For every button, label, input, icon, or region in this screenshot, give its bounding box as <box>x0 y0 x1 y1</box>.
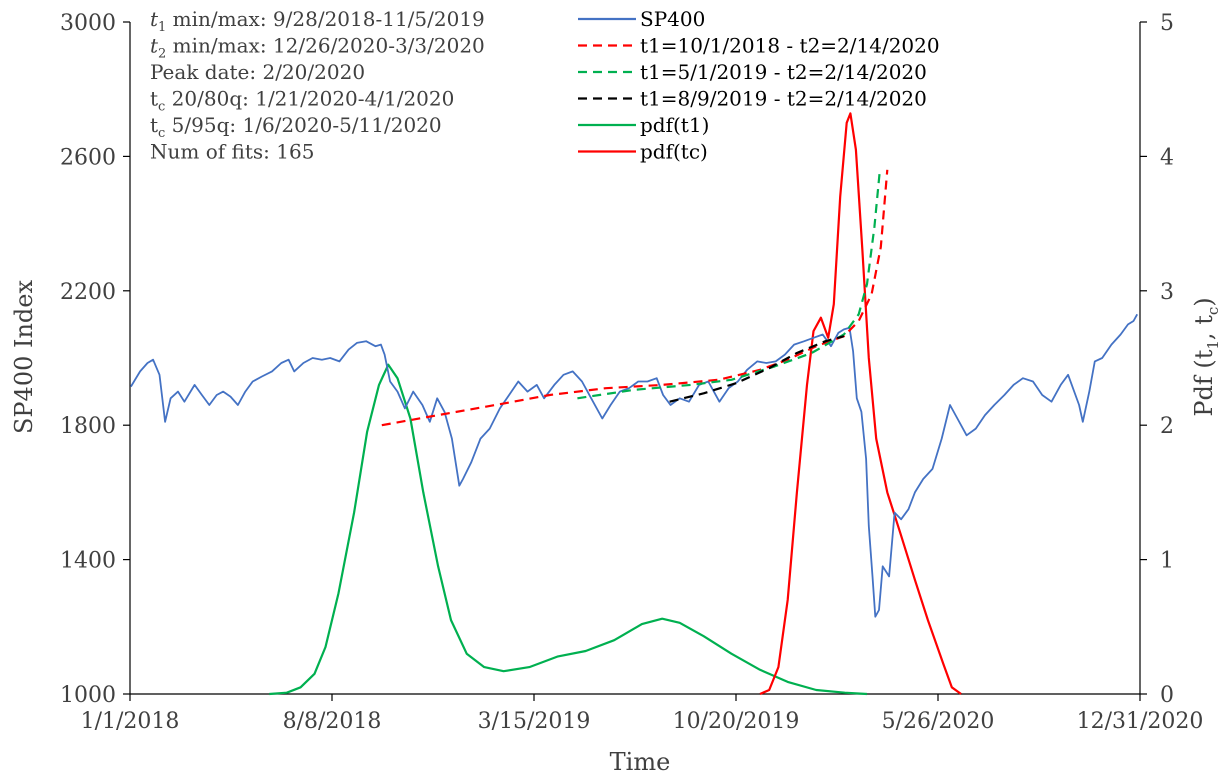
y-right-tick-label: 2 <box>1160 414 1174 439</box>
annotation-line: t1 min/max: 9/28/2018-11/5/2019 <box>150 7 485 35</box>
axes: 1/1/2018 8/8/2018 3/15/2019 10/20/2019 5/26/… <box>60 11 1203 734</box>
x-tick-label: 8/8/2018 <box>283 709 382 734</box>
annotation-line: t2 min/max: 12/26/2020-3/3/2020 <box>150 34 485 62</box>
y-axis-left-title: SP400 Index <box>10 280 38 435</box>
y-left-tick-label: 2200 <box>60 280 116 305</box>
legend-label: pdf(t1) <box>640 113 709 137</box>
x-tick-label: 12/31/2020 <box>1077 709 1204 734</box>
y-left-tick-label: 2600 <box>60 145 116 170</box>
legend-label: pdf(tc) <box>640 140 708 164</box>
series-line-t1-10-1-2018-t2-2-14-2020 <box>381 169 889 427</box>
x-tick-label: 3/15/2019 <box>478 709 591 734</box>
x-tick-label: 5/26/2020 <box>882 709 995 734</box>
annotation-line: Num of fits: 165 <box>150 140 314 164</box>
legend-label: t1=5/1/2019 - t2=2/14/2020 <box>640 60 927 84</box>
y-left-tick-label: 1800 <box>60 414 116 439</box>
y-left-tick-label: 3000 <box>60 11 116 36</box>
legend-label: t1=10/1/2018 - t2=2/14/2020 <box>640 34 940 58</box>
series-layer <box>130 112 1138 696</box>
annotation-line: tc 20/80q: 1/21/2020-4/1/2020 <box>150 87 454 115</box>
x-tick-label: 10/20/2019 <box>673 709 800 734</box>
y-axis-right-title: Pdf (t1, tc) <box>1190 297 1222 416</box>
y-left-tick-label: 1400 <box>60 549 116 574</box>
series-line-t1-5-1-2019-t2-2-14-2020 <box>577 169 881 400</box>
y-right-tick-label: 3 <box>1160 280 1174 305</box>
legend: SP400 t1=10/1/2018 - t2=2/14/2020t1=5/1/2… <box>578 7 940 164</box>
series-line-t1-8-9-2019-t2-2-14-2020 <box>669 335 845 403</box>
y-left-tick-label: 1000 <box>60 683 116 708</box>
legend-label: SP400 <box>640 7 705 31</box>
annotation-line: Peak date: 2/20/2020 <box>150 60 365 84</box>
x-axis-title: Time <box>610 748 671 776</box>
series-line-sp400 <box>130 313 1138 618</box>
annotation-line: tc 5/95q: 1/6/2020-5/11/2020 <box>150 113 442 141</box>
legend-label: t1=8/9/2019 - t2=2/14/2020 <box>640 87 927 111</box>
y-right-tick-label: 0 <box>1160 683 1174 708</box>
series-line-pdf-tc <box>759 112 962 696</box>
y-right-tick-label: 4 <box>1160 145 1174 170</box>
y-right-tick-label: 1 <box>1160 549 1174 574</box>
y-right-tick-label: 5 <box>1160 11 1174 36</box>
series-line-pdf-t1 <box>269 363 868 696</box>
x-tick-label: 1/1/2018 <box>81 709 180 734</box>
